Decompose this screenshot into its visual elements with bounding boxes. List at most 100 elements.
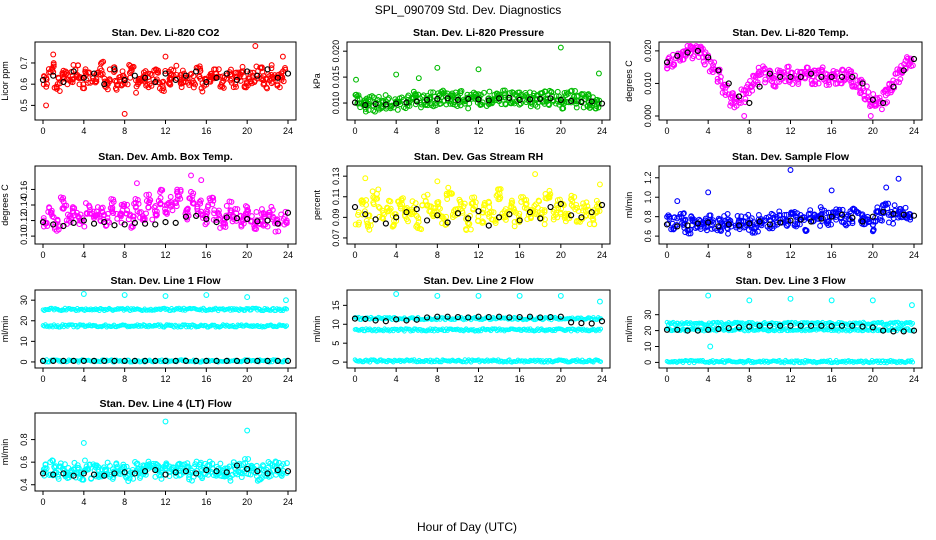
y-axis-label: kPa	[312, 73, 322, 89]
hourly-point	[766, 70, 774, 77]
data-point	[458, 87, 465, 94]
data-point	[145, 70, 151, 77]
data-point	[157, 195, 164, 201]
hourly-point	[39, 470, 47, 477]
hourly-point	[828, 213, 835, 220]
hourly-point	[182, 357, 190, 365]
data-point	[158, 186, 165, 193]
outlier-point	[162, 293, 169, 300]
data-point	[146, 191, 152, 198]
hourly-point	[869, 96, 876, 103]
x-tick-label: 0	[40, 126, 45, 136]
hourly-point	[756, 218, 763, 225]
outlier-point	[80, 440, 87, 446]
x-tick-label: 0	[40, 497, 45, 507]
hourly-point	[787, 73, 794, 81]
data-point	[531, 202, 538, 209]
hourly-point	[465, 215, 472, 222]
data-point	[548, 89, 555, 96]
outlier-point	[393, 291, 400, 297]
data-point	[79, 476, 86, 483]
x-tick-label: 0	[40, 374, 45, 384]
data-point	[232, 205, 239, 212]
data-point	[268, 65, 275, 72]
x-tick-label: 4	[706, 374, 711, 384]
y-axis-label: percent	[312, 189, 322, 220]
data-point	[109, 208, 115, 215]
data-point	[238, 474, 245, 481]
hourly-point	[90, 357, 98, 365]
hourly-point	[60, 78, 67, 86]
hourly-point	[694, 220, 701, 227]
y-tick-label: 20	[19, 316, 29, 326]
hourly-point	[121, 357, 128, 365]
hourly-point	[254, 218, 261, 225]
data-point	[199, 467, 206, 474]
hourly-point	[598, 100, 606, 107]
data-point	[77, 469, 84, 476]
outlier-point	[162, 418, 169, 425]
data-point	[71, 469, 78, 476]
y-tick-label: 0.8	[19, 433, 29, 446]
data-point	[587, 213, 594, 220]
data-point	[57, 460, 64, 467]
hourly-point	[495, 95, 503, 102]
hourly-point	[756, 83, 763, 90]
data-point	[664, 319, 670, 325]
data-point	[709, 69, 716, 76]
data-point	[203, 219, 210, 226]
figure-title: SPL_090709 Std. Dev. Diagnostics	[375, 3, 562, 17]
hourly-point	[213, 219, 220, 226]
data-point	[530, 90, 537, 97]
data-point	[709, 65, 716, 72]
data-point	[415, 218, 422, 225]
panel-title: Stan. Dev. Li-820 Pressure	[413, 27, 544, 39]
hourly-point	[526, 209, 534, 216]
data-point	[675, 214, 682, 220]
data-point	[233, 83, 239, 90]
data-point	[128, 65, 135, 71]
hourly-point	[264, 357, 271, 365]
data-point	[437, 100, 444, 107]
data-point	[275, 228, 282, 235]
outlier-point	[674, 198, 681, 205]
x-tick-label: 16	[515, 250, 525, 260]
data-point	[102, 466, 109, 473]
data-point	[395, 198, 402, 205]
data-point	[174, 188, 181, 195]
x-tick-label: 24	[909, 374, 919, 384]
hourly-point	[828, 73, 835, 81]
hourly-point	[797, 73, 804, 81]
data-point	[865, 89, 872, 95]
data-point	[278, 472, 285, 479]
data-point	[280, 216, 287, 223]
data-point	[718, 227, 725, 234]
data-point	[371, 195, 378, 202]
data-point	[133, 461, 140, 467]
x-tick-label: 20	[242, 374, 252, 384]
outlier-point	[557, 292, 564, 299]
data-point	[685, 230, 692, 237]
data-point	[61, 202, 68, 209]
y-tick-label: 10	[331, 319, 341, 329]
data-point	[57, 194, 64, 201]
hourly-point	[890, 83, 897, 90]
hourly-point	[910, 327, 918, 334]
outlier-point	[596, 181, 603, 188]
hourly-point	[797, 322, 804, 329]
x-tick-label: 16	[201, 497, 211, 507]
data-point	[375, 203, 382, 210]
hourly-point	[880, 327, 887, 334]
data-point	[511, 91, 518, 98]
data-point	[902, 204, 909, 211]
data-point	[186, 195, 193, 202]
data-point	[283, 220, 290, 227]
data-point	[173, 203, 180, 210]
data-point	[885, 200, 892, 207]
data-point	[745, 211, 752, 218]
data-point	[86, 204, 93, 211]
hourly-point	[537, 314, 544, 321]
data-point	[513, 209, 519, 216]
hourly-point	[284, 209, 292, 216]
